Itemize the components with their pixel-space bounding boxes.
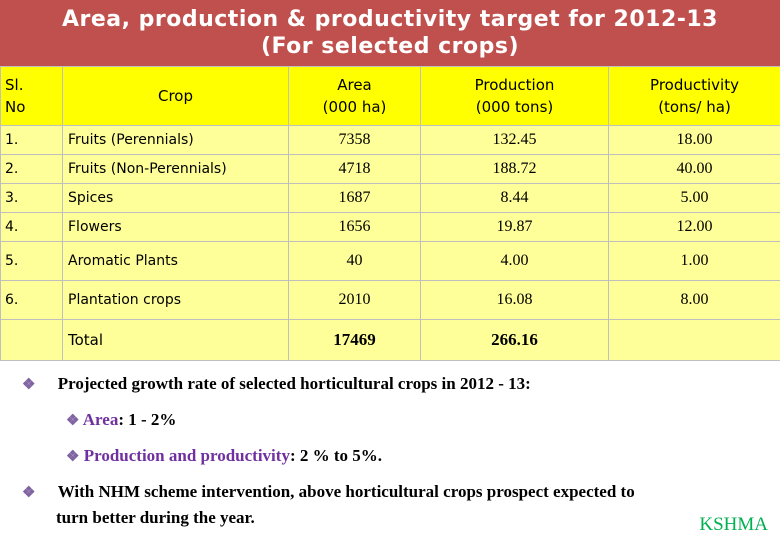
bullet-production: ❖ Production and productivity: 2 % to 5%… xyxy=(66,446,382,466)
table-row: 1. Fruits (Perennials) 7358 132.45 18.00 xyxy=(0,125,780,155)
cell-sl: 4. xyxy=(0,212,63,242)
diamond-bullet-icon: ❖ xyxy=(66,449,80,465)
cell-production: 16.08 xyxy=(420,280,609,320)
area-label: Area xyxy=(82,410,119,429)
cell-productivity: 5.00 xyxy=(608,183,780,213)
page-subtitle: (For selected crops) xyxy=(260,34,520,59)
table-row: 5. Aromatic Plants 40 4.00 1.00 xyxy=(0,241,780,281)
growth-text: Projected growth rate of selected hortic… xyxy=(57,374,531,393)
cell-productivity: 40.00 xyxy=(608,154,780,184)
cell-production: 132.45 xyxy=(420,125,609,155)
cell-production: 188.72 xyxy=(420,154,609,184)
cell-area: 7358 xyxy=(288,125,421,155)
cell-crop: Spices xyxy=(62,183,289,213)
production-value: : 2 % to 5%. xyxy=(289,446,383,465)
col-header-sl: Sl. No xyxy=(0,66,63,126)
cell-crop: Flowers xyxy=(62,212,289,242)
cell-crop: Aromatic Plants xyxy=(62,241,289,281)
nhm-text-line1: With NHM scheme intervention, above hort… xyxy=(57,482,635,501)
table-row: 4. Flowers 1656 19.87 12.00 xyxy=(0,212,780,242)
cell-crop: Fruits (Perennials) xyxy=(62,125,289,155)
nhm-text-line2: turn better during the year. xyxy=(56,508,255,527)
cell-productivity: 18.00 xyxy=(608,125,780,155)
cell-productivity: 1.00 xyxy=(608,241,780,281)
diamond-bullet-icon: ❖ xyxy=(22,377,36,393)
cell-area: 1687 xyxy=(288,183,421,213)
cell-sl: 5. xyxy=(0,241,63,281)
diamond-bullet-icon: ❖ xyxy=(66,413,80,429)
cell-crop: Plantation crops xyxy=(62,280,289,320)
cell-area: 1656 xyxy=(288,212,421,242)
col-header-area: Area (000 ha) xyxy=(288,66,421,126)
total-productivity xyxy=(608,319,780,361)
bullet-growth: ❖ Projected growth rate of selected hort… xyxy=(22,374,531,394)
total-production: 266.16 xyxy=(420,319,609,361)
cell-sl xyxy=(0,319,63,361)
cell-area: 2010 xyxy=(288,280,421,320)
col-header-productivity: Productivity (tons/ ha) xyxy=(608,66,780,126)
cell-productivity: 8.00 xyxy=(608,280,780,320)
bullet-nhm: ❖ With NHM scheme intervention, above ho… xyxy=(22,482,635,502)
col-header-crop: Crop xyxy=(62,66,289,126)
diamond-bullet-icon: ❖ xyxy=(22,485,36,501)
target-table: Sl. No Crop Area (000 ha) Production (000 t… xyxy=(0,66,780,361)
col-header-production: Production (000 tons) xyxy=(420,66,609,126)
total-row: Total 17469 266.16 xyxy=(0,319,780,361)
total-area: 17469 xyxy=(288,319,421,361)
cell-area: 4718 xyxy=(288,154,421,184)
brand-label: KSHMA xyxy=(699,514,768,535)
table-header-row: Sl. No Crop Area (000 ha) Production (000 t… xyxy=(0,66,780,126)
page-title: Area, production & productivity target f… xyxy=(61,7,718,32)
bullet-area: ❖ Area: 1 - 2% xyxy=(66,410,176,430)
cell-area: 40 xyxy=(288,241,421,281)
cell-sl: 1. xyxy=(0,125,63,155)
cell-production: 4.00 xyxy=(420,241,609,281)
production-label: Production and productivity xyxy=(83,446,290,465)
cell-sl: 6. xyxy=(0,280,63,320)
cell-crop: Fruits (Non-Perennials) xyxy=(62,154,289,184)
cell-production: 19.87 xyxy=(420,212,609,242)
cell-sl: 2. xyxy=(0,154,63,184)
title-banner: Area, production & productivity target f… xyxy=(0,0,780,66)
table-row: 2. Fruits (Non-Perennials) 4718 188.72 4… xyxy=(0,154,780,184)
total-label: Total xyxy=(62,319,289,361)
area-value: : 1 - 2% xyxy=(118,410,177,429)
table-row: 3. Spices 1687 8.44 5.00 xyxy=(0,183,780,213)
cell-sl: 3. xyxy=(0,183,63,213)
cell-production: 8.44 xyxy=(420,183,609,213)
table-row: 6. Plantation crops 2010 16.08 8.00 xyxy=(0,280,780,320)
cell-productivity: 12.00 xyxy=(608,212,780,242)
